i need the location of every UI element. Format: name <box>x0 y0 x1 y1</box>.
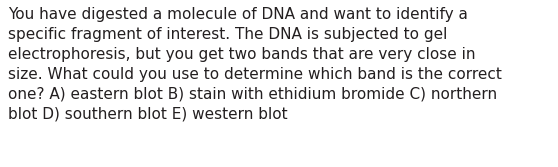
Text: You have digested a molecule of DNA and want to identify a
specific fragment of : You have digested a molecule of DNA and … <box>8 7 502 122</box>
